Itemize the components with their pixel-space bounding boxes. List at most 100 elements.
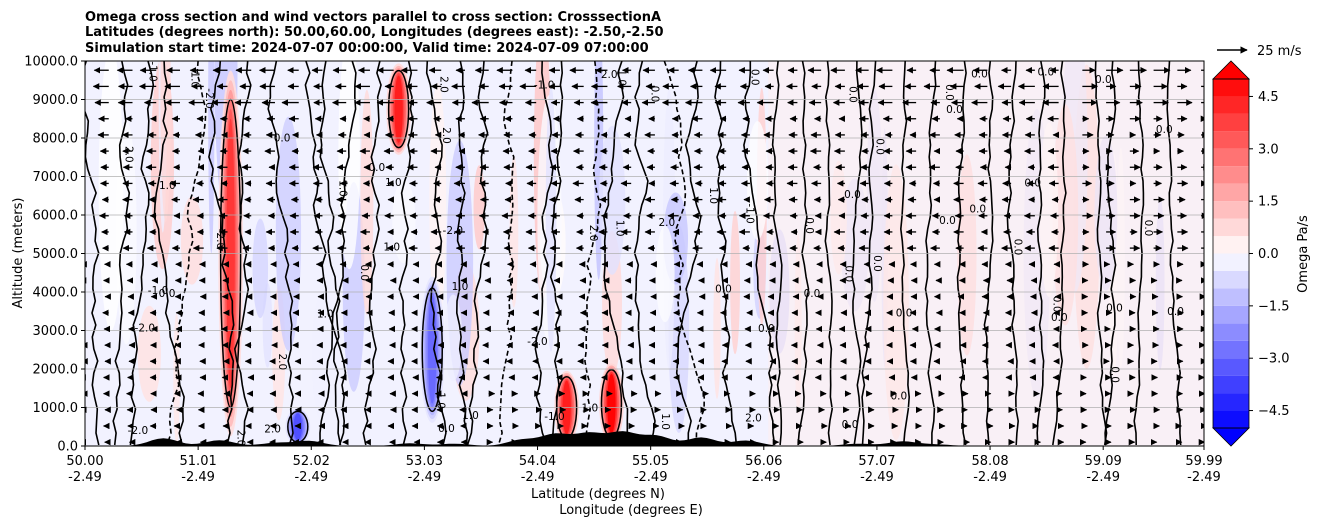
colorbar-extend-min — [1212, 427, 1250, 447]
contour-line — [153, 61, 185, 446]
omega-cell — [713, 257, 721, 399]
colorbar-band — [1213, 218, 1249, 237]
omega-cell — [252, 218, 269, 319]
omega-cell — [180, 196, 204, 285]
contour-label: -2.0 — [203, 88, 215, 109]
contour-label: 0.0 — [891, 391, 908, 403]
contour-line — [824, 61, 834, 446]
contour-label: 2.0 — [440, 127, 452, 144]
colorbar-tick-label: 0.0 — [1258, 247, 1279, 262]
contour-label: 0.0 — [969, 203, 986, 215]
chart-title-line-1: Omega cross section and wind vectors par… — [85, 10, 661, 25]
contour-line — [129, 61, 155, 446]
contour-label: 0.0 — [803, 217, 815, 234]
contour-label: 1.0 — [317, 308, 334, 320]
contour-label: 1.0 — [616, 69, 628, 86]
contour-line — [208, 61, 235, 446]
x-tick-label-lat: 57.07 — [858, 454, 895, 469]
contour-label: 1.0 — [659, 413, 671, 430]
terrain — [85, 431, 1204, 446]
contour-line — [319, 61, 342, 446]
colorbar-band — [1213, 79, 1249, 97]
x-axis-label-latitude: Latitude (degrees N) — [531, 487, 665, 502]
omega-cell — [208, 61, 215, 254]
contour-line — [675, 61, 702, 445]
contour-line — [319, 61, 357, 446]
colorbar-band — [1213, 96, 1249, 114]
x-tick-label-lat: 50.00 — [66, 454, 103, 469]
contour-label: 2.0 — [276, 354, 288, 371]
contour-line — [455, 61, 469, 446]
x-tick-label-lat: 59.09 — [1085, 454, 1122, 469]
contour-label: -1.0 — [189, 68, 201, 89]
omega-cell — [473, 165, 485, 250]
contour-label: -1.0 — [534, 79, 555, 91]
contour-label: 0.0 — [1051, 312, 1068, 324]
contour-line — [233, 61, 252, 446]
contour-line — [1006, 61, 1020, 446]
x-tick-label-lon: -2.49 — [1187, 470, 1221, 485]
x-tick-label-lon: -2.49 — [747, 470, 781, 485]
contour-label: -1.0 — [148, 285, 169, 297]
contour-label: 0.0 — [159, 288, 176, 300]
contour-line — [362, 61, 382, 446]
contour-line — [534, 61, 554, 446]
contour-label: 0.0 — [758, 323, 775, 335]
contour-line — [663, 61, 706, 446]
contour-label: 1.0 — [462, 410, 479, 422]
contour-label: 1.0 — [337, 180, 349, 197]
contour-label: -2.0 — [443, 225, 464, 237]
contour-line — [924, 61, 937, 445]
contour-line — [771, 61, 783, 446]
contour-label: 1.0 — [707, 187, 719, 204]
contour-label: 1.0 — [452, 281, 469, 293]
x-tick-label-lon: -2.49 — [408, 470, 442, 485]
colorbar-tick-label: 4.5 — [1258, 90, 1279, 105]
contour-loop — [421, 287, 443, 413]
y-tick-label: 1000.0 — [33, 401, 79, 416]
y-tick-label: 0.0 — [57, 440, 78, 455]
contour-label: 1.0 — [385, 177, 402, 189]
contour-label: 1.0 — [435, 392, 447, 409]
contour-label: 0.0 — [842, 265, 854, 282]
colorbar-band — [1213, 201, 1249, 219]
colorbar-tick-label: 1.5 — [1258, 195, 1279, 210]
contour-label: 0.0 — [842, 419, 859, 431]
x-axis-label-longitude: Longitude (degrees E) — [559, 503, 703, 518]
contour-label: 0.0 — [943, 84, 955, 101]
contour-label: 2.0 — [122, 146, 134, 163]
contour-label: 0.0 — [274, 132, 291, 144]
omega-feature — [394, 75, 403, 143]
contour-line — [425, 61, 447, 446]
contour-label: 1.0 — [614, 220, 626, 237]
contour-label: 0.0 — [748, 69, 760, 86]
contour-label: 0.0 — [649, 86, 661, 103]
y-tick-label: 9000.0 — [33, 93, 79, 108]
contour-labels: 0.00.00.0-2.00.00.01.02.00.01.0-2.02.02.… — [122, 61, 1184, 446]
contour-label: 1.0 — [159, 180, 176, 192]
contour-label: -1.0 — [744, 203, 756, 224]
contour-label: 0.0 — [1095, 74, 1112, 86]
contour-label: 2.0 — [235, 430, 247, 447]
contour-label: 0.0 — [1108, 366, 1120, 383]
omega-cell — [275, 116, 302, 351]
colorbar-bands — [1213, 79, 1249, 428]
contour-label: 0.0 — [1051, 296, 1063, 313]
contour-line — [112, 61, 131, 446]
colorbar-band — [1213, 113, 1249, 132]
y-tick-label: 5000.0 — [33, 247, 79, 262]
plot-area: 0.00.00.0-2.00.00.01.02.00.01.0-2.02.02.… — [84, 60, 1205, 447]
contour-line — [1036, 61, 1046, 446]
colorbar-band — [1213, 236, 1249, 254]
colorbar-label: Omega Pa/s — [1296, 215, 1311, 293]
y-tick-label: 10000.0 — [24, 55, 78, 70]
omega-contours — [85, 61, 1182, 446]
contour-label: 0.0 — [1038, 67, 1055, 79]
contour-line — [267, 61, 294, 446]
y-tick-label: 4000.0 — [33, 286, 79, 301]
contour-label: -2.0 — [135, 323, 156, 335]
y-tick-label: 3000.0 — [33, 324, 79, 339]
contour-label: 0.0 — [1106, 302, 1123, 314]
contour-label: -2.0 — [128, 425, 149, 437]
